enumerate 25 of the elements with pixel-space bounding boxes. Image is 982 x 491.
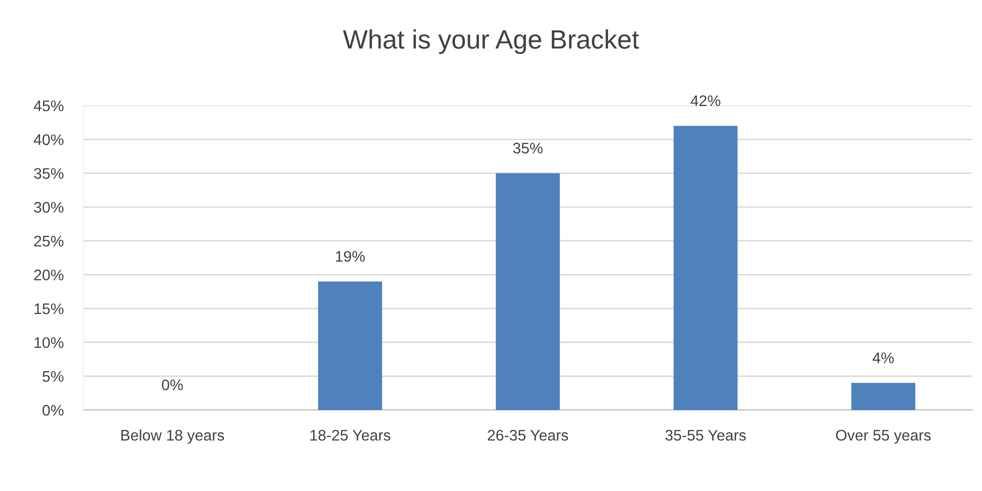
data-label: 0% <box>162 379 183 390</box>
data-label: 4% <box>872 352 894 364</box>
y-tick-label: 15% <box>34 303 64 314</box>
chart-title: What is your Age Bracket <box>342 29 639 54</box>
y-tick-label: 20% <box>34 270 64 280</box>
bar <box>496 173 560 410</box>
y-tick-label: 35% <box>34 168 64 179</box>
y-tick-label: 5% <box>42 371 64 382</box>
y-tick-label: 40% <box>34 134 64 146</box>
y-tick-label: 25% <box>34 236 64 247</box>
x-tick-label: Over 55 years <box>836 430 931 444</box>
bar <box>674 126 738 410</box>
y-tick-label: 45% <box>34 100 64 112</box>
x-tick-label: 18-25 Years <box>310 430 390 441</box>
y-tick-label: 0% <box>42 404 64 416</box>
x-tick-label: 35-55 Years <box>665 430 746 441</box>
bar <box>851 382 916 410</box>
data-label: 35% <box>513 142 543 154</box>
data-label: 42% <box>690 95 720 106</box>
x-tick-label: Below 18 years <box>121 429 224 444</box>
data-label: 19% <box>336 250 365 262</box>
bar <box>318 281 382 410</box>
x-tick-label: 26-35 Years <box>488 430 568 441</box>
y-tick-label: 30% <box>34 202 64 213</box>
y-tick-label: 10% <box>34 337 64 348</box>
